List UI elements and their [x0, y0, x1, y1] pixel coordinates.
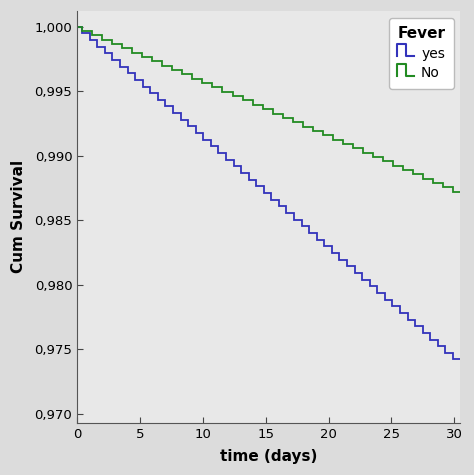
Legend: yes, No: yes, No	[389, 18, 454, 89]
X-axis label: time (days): time (days)	[220, 449, 318, 464]
Y-axis label: Cum Survival: Cum Survival	[11, 161, 26, 274]
